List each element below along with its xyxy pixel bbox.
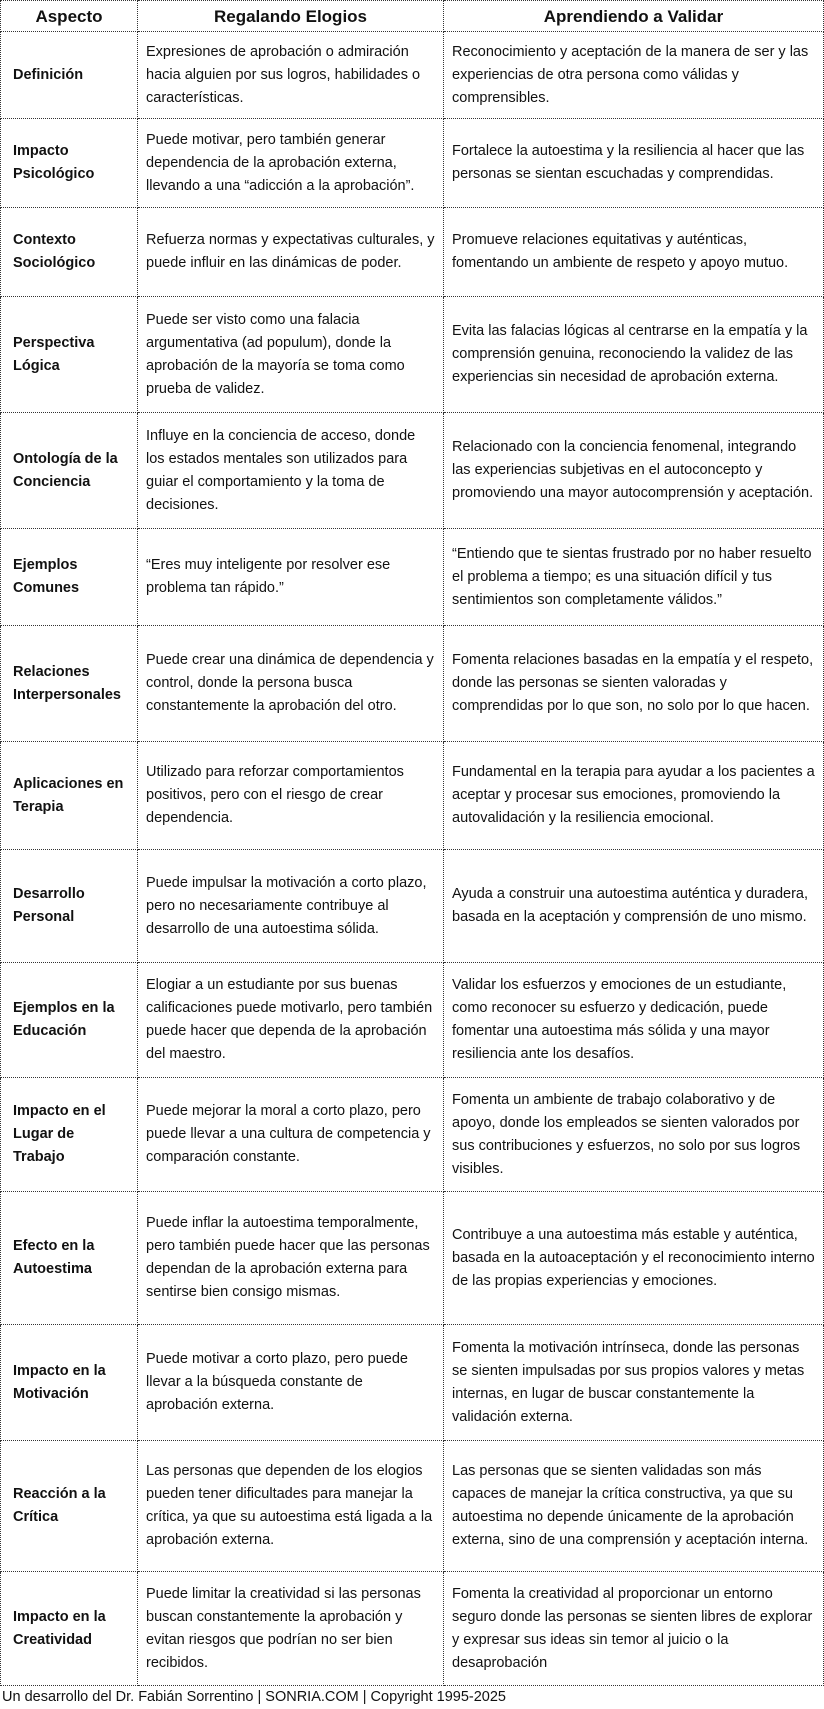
aspect-cell: Reacción a la Crítica: [0, 1440, 138, 1572]
aspect-cell: Ontología de la Conciencia: [0, 412, 138, 529]
elogios-cell: Puede impulsar la motivación a corto pla…: [137, 849, 444, 963]
aspect-cell: Efecto en la Autoestima: [0, 1191, 138, 1325]
validar-cell: Evita las falacias lógicas al centrarse …: [443, 296, 824, 413]
validar-cell: Fundamental en la terapia para ayudar a …: [443, 741, 824, 850]
elogios-cell: Elogiar a un estudiante por sus buenas c…: [137, 962, 444, 1078]
aspect-cell: Aplicaciones en Terapia: [0, 741, 138, 850]
aspect-cell: Ejemplos en la Educación: [0, 962, 138, 1078]
header-row: Aspecto Regalando Elogios Aprendiendo a …: [0, 0, 824, 32]
elogios-cell: Puede crear una dinámica de dependencia …: [137, 625, 444, 742]
header-elogios: Regalando Elogios: [137, 0, 444, 32]
elogios-cell: Puede ser visto como una falacia argumen…: [137, 296, 444, 413]
footer-credit: Un desarrollo del Dr. Fabián Sorrentino …: [2, 1689, 506, 1705]
validar-cell: Fomenta la creatividad al proporcionar u…: [443, 1571, 824, 1686]
aspect-cell: Relaciones Interpersonales: [0, 625, 138, 742]
elogios-cell: Puede motivar a corto plazo, pero puede …: [137, 1324, 444, 1441]
table-row: Impacto en la Creatividad Puede limitar l…: [0, 1571, 824, 1686]
aspect-cell: Ejemplos Comunes: [0, 528, 138, 626]
aspect-cell: Definición: [0, 31, 138, 119]
validar-cell: Fomenta un ambiente de trabajo colaborat…: [443, 1077, 824, 1192]
table-row: Definición Expresiones de aprobación o ad…: [0, 31, 824, 119]
table-row: Contexto Sociológico Refuerza normas y ex…: [0, 207, 824, 297]
validar-cell: Validar los esfuerzos y emociones de un …: [443, 962, 824, 1078]
elogios-cell: Refuerza normas y expectativas culturale…: [137, 207, 444, 297]
validar-cell: Ayuda a construir una autoestima auténti…: [443, 849, 824, 963]
validar-cell: Promueve relaciones equitativas y autént…: [443, 207, 824, 297]
table-row: Impacto en el Lugar de Trabajo Puede mejo…: [0, 1077, 824, 1192]
header-aspecto: Aspecto: [0, 0, 138, 32]
validar-cell: Reconocimiento y aceptación de la manera…: [443, 31, 824, 119]
aspect-cell: Perspectiva Lógica: [0, 296, 138, 413]
aspect-cell: Impacto en la Creatividad: [0, 1571, 138, 1686]
validar-cell: “Entiendo que te sientas frustrado por n…: [443, 528, 824, 626]
elogios-cell: Puede inflar la autoestima temporalmente…: [137, 1191, 444, 1325]
table-row: Impacto en la Motivación Puede motivar a …: [0, 1324, 824, 1441]
table-row: Ejemplos en la Educación Elogiar a un est…: [0, 962, 824, 1078]
elogios-cell: Expresiones de aprobación o admiración h…: [137, 31, 444, 119]
elogios-cell: Puede mejorar la moral a corto plazo, pe…: [137, 1077, 444, 1192]
validar-cell: Fomenta relaciones basadas en la empatía…: [443, 625, 824, 742]
elogios-cell: Influye en la conciencia de acceso, dond…: [137, 412, 444, 529]
table-row: Desarrollo Personal Puede impulsar la mot…: [0, 849, 824, 963]
elogios-cell: Utilizado para reforzar comportamientos …: [137, 741, 444, 850]
table-row: Efecto en la Autoestima Puede inflar la a…: [0, 1191, 824, 1325]
table-row: Perspectiva Lógica Puede ser visto como u…: [0, 296, 824, 413]
elogios-cell: Puede limitar la creatividad si las pers…: [137, 1571, 444, 1686]
aspect-cell: Contexto Sociológico: [0, 207, 138, 297]
aspect-cell: Impacto en el Lugar de Trabajo: [0, 1077, 138, 1192]
elogios-cell: Las personas que dependen de los elogios…: [137, 1440, 444, 1572]
aspect-cell: Impacto Psicológico: [0, 118, 138, 208]
elogios-cell: Puede motivar, pero también generar depe…: [137, 118, 444, 208]
validar-cell: Contribuye a una autoestima más estable …: [443, 1191, 824, 1325]
validar-cell: Relacionado con la conciencia fenomenal,…: [443, 412, 824, 529]
validar-cell: Fortalece la autoestima y la resiliencia…: [443, 118, 824, 208]
validar-cell: Las personas que se sienten validadas so…: [443, 1440, 824, 1572]
table-row: Ejemplos Comunes “Eres muy inteligente po…: [0, 528, 824, 626]
table-row: Reacción a la Crítica Las personas que de…: [0, 1440, 824, 1572]
table-row: Relaciones Interpersonales Puede crear un…: [0, 625, 824, 742]
table-row: Ontología de la Conciencia Influye en la …: [0, 412, 824, 529]
table-row: Impacto Psicológico Puede motivar, pero t…: [0, 118, 824, 208]
table-row: Aplicaciones en Terapia Utilizado para re…: [0, 741, 824, 850]
aspect-cell: Impacto en la Motivación: [0, 1324, 138, 1441]
aspect-cell: Desarrollo Personal: [0, 849, 138, 963]
validar-cell: Fomenta la motivación intrínseca, donde …: [443, 1324, 824, 1441]
elogios-cell: “Eres muy inteligente por resolver ese p…: [137, 528, 444, 626]
header-validar: Aprendiendo a Validar: [443, 0, 824, 32]
